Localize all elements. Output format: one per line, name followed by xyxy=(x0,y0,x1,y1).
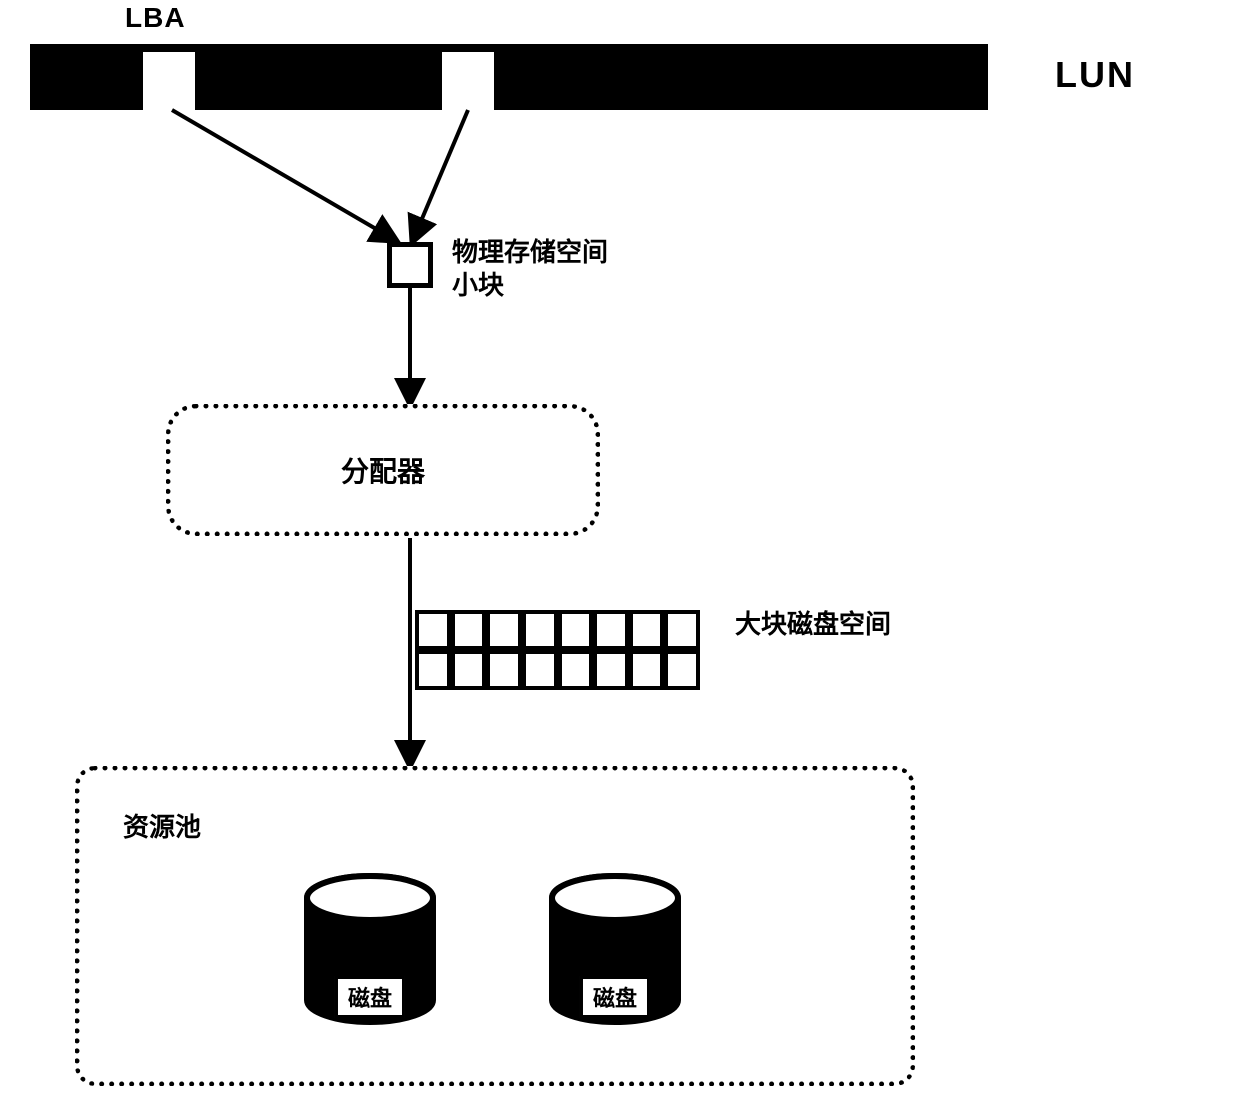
disk-2: 磁盘 xyxy=(545,870,685,1028)
lun-label: LUN xyxy=(1055,54,1135,96)
grid-cell xyxy=(558,650,594,690)
physical-storage-box xyxy=(387,242,433,288)
grid-cell xyxy=(451,650,487,690)
grid-cell xyxy=(451,610,487,650)
disk-block-grid xyxy=(415,610,700,690)
lba-label: LBA xyxy=(125,2,186,34)
grid-cell xyxy=(486,610,522,650)
grid-cell xyxy=(415,650,451,690)
resource-pool-label: 资源池 xyxy=(123,807,201,844)
allocator-box: 分配器 xyxy=(166,404,600,536)
arrow-1 xyxy=(172,110,395,240)
physical-storage-label: 物理存储空间小块 xyxy=(452,236,612,301)
resource-pool-box: 资源池 xyxy=(75,766,915,1086)
grid-cell xyxy=(486,650,522,690)
big-block-label: 大块磁盘空间 xyxy=(735,608,895,641)
grid-cell xyxy=(664,650,700,690)
grid-cell xyxy=(415,610,451,650)
disk-1: 磁盘 xyxy=(300,870,440,1028)
grid-cell xyxy=(593,610,629,650)
grid-cell xyxy=(522,650,558,690)
allocator-label: 分配器 xyxy=(341,450,425,490)
lba-hole-2 xyxy=(442,52,494,110)
disk-label: 磁盘 xyxy=(335,976,405,1018)
disk-label: 磁盘 xyxy=(580,976,650,1018)
grid-cell xyxy=(593,650,629,690)
grid-cell xyxy=(629,650,665,690)
grid-cell xyxy=(629,610,665,650)
grid-cell xyxy=(558,610,594,650)
arrow-2 xyxy=(413,110,468,240)
grid-cell xyxy=(664,610,700,650)
lba-hole-1 xyxy=(143,52,195,110)
grid-cell xyxy=(522,610,558,650)
